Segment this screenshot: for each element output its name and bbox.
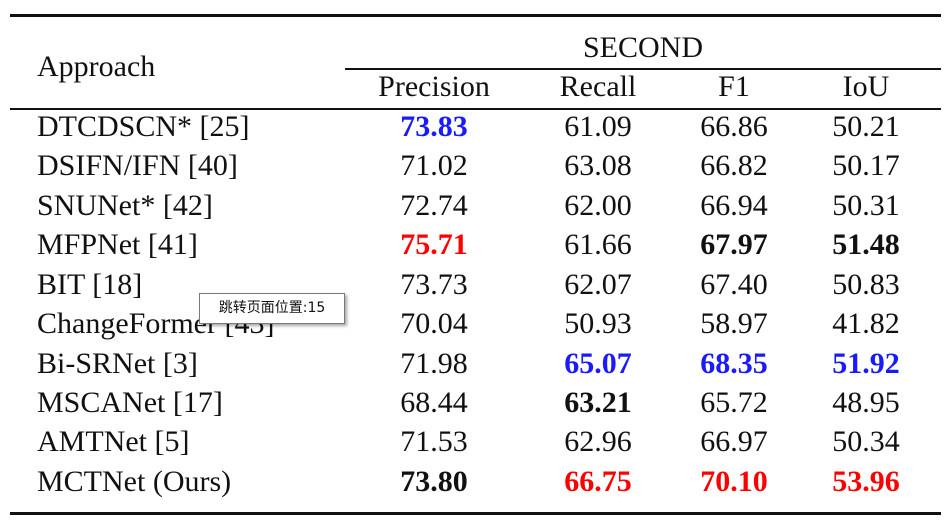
metric-cell-precision: 73.80 [400,465,468,498]
metric-cell-precision: 75.71 [400,228,468,261]
metric-cell-precision: 72.74 [400,189,468,222]
metric-cell-iou: 50.34 [832,425,900,458]
metric-cell-iou: 50.31 [832,189,900,222]
group-underline [345,68,941,70]
column-header-precision: Precision [378,70,490,103]
metric-cell-f1: 65.72 [700,386,768,419]
approach-name: BIT [18] [37,268,143,301]
metric-cell-iou: 51.48 [832,228,900,261]
jump-tooltip[interactable]: 跳转页面位置:15 [199,293,345,324]
second-group-header: SECOND [582,31,703,64]
metric-cell-recall: 63.08 [564,149,632,182]
bottom-rule [10,512,941,515]
metric-cell-iou: 50.83 [832,268,900,301]
approach-name: SNUNet* [42] [37,189,213,222]
metric-cell-precision: 73.73 [400,268,468,301]
metric-cell-iou: 51.92 [832,347,900,380]
approach-header: Approach [37,50,156,83]
metric-cell-f1: 67.97 [700,228,768,261]
approach-name: MSCANet [17] [37,386,223,419]
approach-name: DTCDSCN* [25] [37,110,250,143]
metric-cell-f1: 66.94 [700,189,768,222]
column-header-recall: Recall [559,70,637,103]
metric-cell-f1: 70.10 [700,465,768,498]
metric-cell-precision: 73.83 [400,110,468,143]
metric-cell-f1: 67.40 [700,268,768,301]
metric-cell-recall: 61.66 [564,228,632,261]
metric-cell-precision: 71.02 [400,149,468,182]
metric-cell-precision: 70.04 [400,307,468,340]
metric-cell-recall: 50.93 [564,307,632,340]
metric-cell-precision: 71.98 [400,347,468,380]
metric-cell-recall: 61.09 [564,110,632,143]
metric-cell-recall: 63.21 [564,386,632,419]
approach-name: Bi-SRNet [3] [37,347,198,380]
metric-cell-iou: 48.95 [832,386,900,419]
metric-cell-f1: 58.97 [700,307,768,340]
metric-cell-iou: 53.96 [832,465,900,498]
approach-name: DSIFN/IFN [40] [37,149,238,182]
approach-name: AMTNet [5] [37,425,190,458]
column-header-iou: IoU [842,70,890,103]
approach-name: MFPNet [41] [37,228,198,261]
metric-cell-f1: 68.35 [700,347,768,380]
metric-cell-f1: 66.86 [700,110,768,143]
approach-name: MCTNet (Ours) [37,465,232,498]
metric-cell-recall: 65.07 [564,347,632,380]
metric-cell-f1: 66.97 [700,425,768,458]
metric-cell-iou: 50.17 [832,149,900,182]
top-rule [10,14,941,17]
metric-cell-precision: 68.44 [400,386,468,419]
metric-cell-iou: 41.82 [832,307,900,340]
metric-cell-recall: 62.07 [564,268,632,301]
metric-cell-recall: 62.96 [564,425,632,458]
metric-cell-iou: 50.21 [832,110,900,143]
metric-cell-f1: 66.82 [700,149,768,182]
header-rule [10,108,941,110]
metric-cell-recall: 62.00 [564,189,632,222]
column-header-f1: F1 [718,70,750,103]
metric-cell-recall: 66.75 [564,465,632,498]
metric-cell-precision: 71.53 [400,425,468,458]
